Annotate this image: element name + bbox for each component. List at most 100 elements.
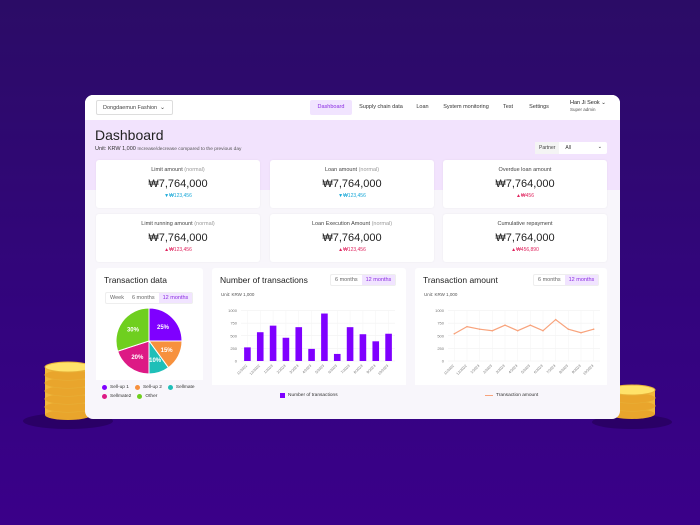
coin-edge	[609, 401, 655, 411]
line-point[interactable]	[542, 329, 544, 332]
line-point[interactable]	[580, 331, 582, 334]
bar[interactable]	[385, 333, 392, 361]
y-tick-label: 750	[437, 321, 444, 326]
legend-item[interactable]: Sell-up 2	[134, 385, 162, 390]
bar[interactable]	[308, 348, 315, 361]
legend-item[interactable]: Number of transactions	[280, 393, 338, 398]
bar[interactable]	[359, 334, 367, 361]
bar[interactable]	[269, 325, 277, 361]
top-nav: Dongdaemun Fashion ⌄ Dashboard Supply cha…	[85, 95, 620, 120]
app-window: Dongdaemun Fashion ⌄ Dashboard Supply cha…	[85, 95, 620, 419]
metric-delta: ▼₩123,456	[164, 193, 192, 199]
organization-dropdown[interactable]: Dongdaemun Fashion ⌄	[96, 100, 173, 115]
y-tick-label: 750	[230, 321, 237, 326]
bar[interactable]	[333, 353, 341, 361]
period-12-months[interactable]: 12 months	[158, 293, 193, 303]
nav-system-monitoring[interactable]: System monitoring	[443, 104, 489, 110]
x-tick-label: 5/2023	[520, 364, 531, 375]
legend-item[interactable]: Sellmate	[167, 385, 195, 390]
nav-loan[interactable]: Loan	[416, 104, 429, 110]
period-12-months[interactable]: 12 months	[361, 275, 396, 285]
legend-dot	[134, 385, 140, 390]
x-tick-label: 11/2022	[236, 364, 248, 376]
period-12-months[interactable]: 12 months	[564, 275, 599, 285]
line-chart: 0 250 500 750 1000 11/2022 12/2022 1/2023 2/2023…	[435, 308, 600, 376]
y-tick-label: 0	[442, 359, 445, 364]
partner-select[interactable]: Partner All ⌄	[535, 142, 607, 154]
period-toggle: 6 months 12 months	[330, 274, 397, 286]
bar-legend: Number of transactions	[212, 385, 406, 407]
legend-label: Number of transactions	[288, 393, 338, 398]
partner-label: Partner	[535, 142, 560, 154]
metric-value: ₩7,764,000	[322, 232, 382, 244]
slice-label: 25%	[157, 325, 170, 331]
x-tick-label: 2/2023	[482, 364, 493, 375]
chart-unit: Unit: KRW 1,000	[424, 292, 458, 297]
nav-test[interactable]: Test	[502, 104, 514, 110]
x-tick-label: 6/2023	[533, 364, 544, 375]
line-point[interactable]	[466, 325, 468, 328]
period-6-months[interactable]: 6 months	[538, 277, 561, 283]
line-point[interactable]	[504, 324, 506, 326]
line-point[interactable]	[567, 328, 570, 330]
line-point[interactable]	[529, 324, 532, 326]
x-tick-label: 6/2023	[327, 364, 338, 375]
metric-name: Loan Execution Amount	[311, 221, 371, 227]
metric-name: Overdue loan amount	[498, 167, 552, 173]
period-6-months[interactable]: 6 months	[335, 277, 358, 283]
pie-slice-sell-up-1[interactable]	[148, 307, 183, 342]
metric-name: Loan amount	[324, 167, 358, 173]
x-tick-label: 8/2023	[353, 364, 364, 375]
x-tick-label: 9/2023	[571, 364, 582, 375]
legend-label: Other	[145, 394, 158, 399]
unit-description: Increase/decrease compared to the previo…	[137, 147, 242, 152]
user-name: Han Ji Seok	[570, 100, 600, 106]
bar[interactable]	[321, 313, 328, 361]
legend-item[interactable]: Transaction amount	[485, 393, 538, 398]
line-point[interactable]	[516, 329, 519, 332]
y-tick-label: 0	[235, 359, 238, 364]
nav-dashboard[interactable]: Dashboard	[310, 100, 352, 115]
legend-item[interactable]: Sell-up 1	[102, 385, 129, 390]
nav-supply-chain-data[interactable]: Supply chain data	[359, 104, 403, 110]
pie-slice-sellmate2[interactable]	[116, 340, 150, 375]
metric-tag: (normal)	[184, 167, 205, 173]
metric-delta: ▼₩123,456	[338, 193, 366, 199]
line-point[interactable]	[592, 328, 595, 330]
x-tick-label: 12/2022	[249, 364, 261, 376]
unit-label: Unit: KRW 1,000	[95, 146, 136, 152]
user-menu[interactable]: Han Ji Seok ⌄ Super admin	[570, 100, 606, 112]
nav-settings[interactable]: Settings	[529, 104, 549, 110]
bar[interactable]	[282, 337, 290, 361]
x-tick-label: 2/2023	[276, 364, 287, 375]
metric-label: Cumulative repayment	[443, 221, 607, 227]
legend-item[interactable]: Other	[137, 394, 157, 399]
metric-value: ₩7,764,000	[495, 232, 555, 244]
y-tick-label: 1000	[435, 308, 445, 313]
legend-item[interactable]: Sellmate2	[102, 394, 131, 399]
bar[interactable]	[244, 347, 251, 361]
bar[interactable]	[346, 327, 354, 361]
x-tick-label: 8/2023	[558, 364, 569, 375]
bar[interactable]	[372, 341, 380, 361]
x-tick-label: 5/2023	[315, 364, 326, 375]
line-point[interactable]	[491, 329, 494, 332]
legend-label: Sell-up 1	[110, 385, 129, 390]
period-6-months[interactable]: 6 months	[131, 295, 155, 301]
line-point[interactable]	[453, 332, 456, 335]
x-tick-label: 10/2023	[582, 364, 594, 376]
chevron-down-icon: ⌄	[601, 100, 606, 106]
unit-note: Unit: KRW 1,000 Increase/decrease compar…	[95, 146, 241, 152]
metric-tag: (normal)	[371, 221, 393, 227]
legend-dot	[102, 385, 107, 390]
period-toggle: 6 months 12 months	[533, 274, 600, 286]
chevron-down-icon: ⌄	[597, 144, 602, 150]
bar[interactable]	[256, 332, 264, 361]
line-point[interactable]	[554, 318, 557, 321]
bar[interactable]	[295, 327, 303, 361]
pie-slice-other[interactable]	[115, 307, 150, 352]
pie-chart: 25% 15% 10% 20% 30%	[115, 307, 183, 375]
line-series[interactable]	[454, 318, 594, 335]
period-week[interactable]: Week	[110, 295, 124, 301]
line-point[interactable]	[478, 328, 481, 330]
